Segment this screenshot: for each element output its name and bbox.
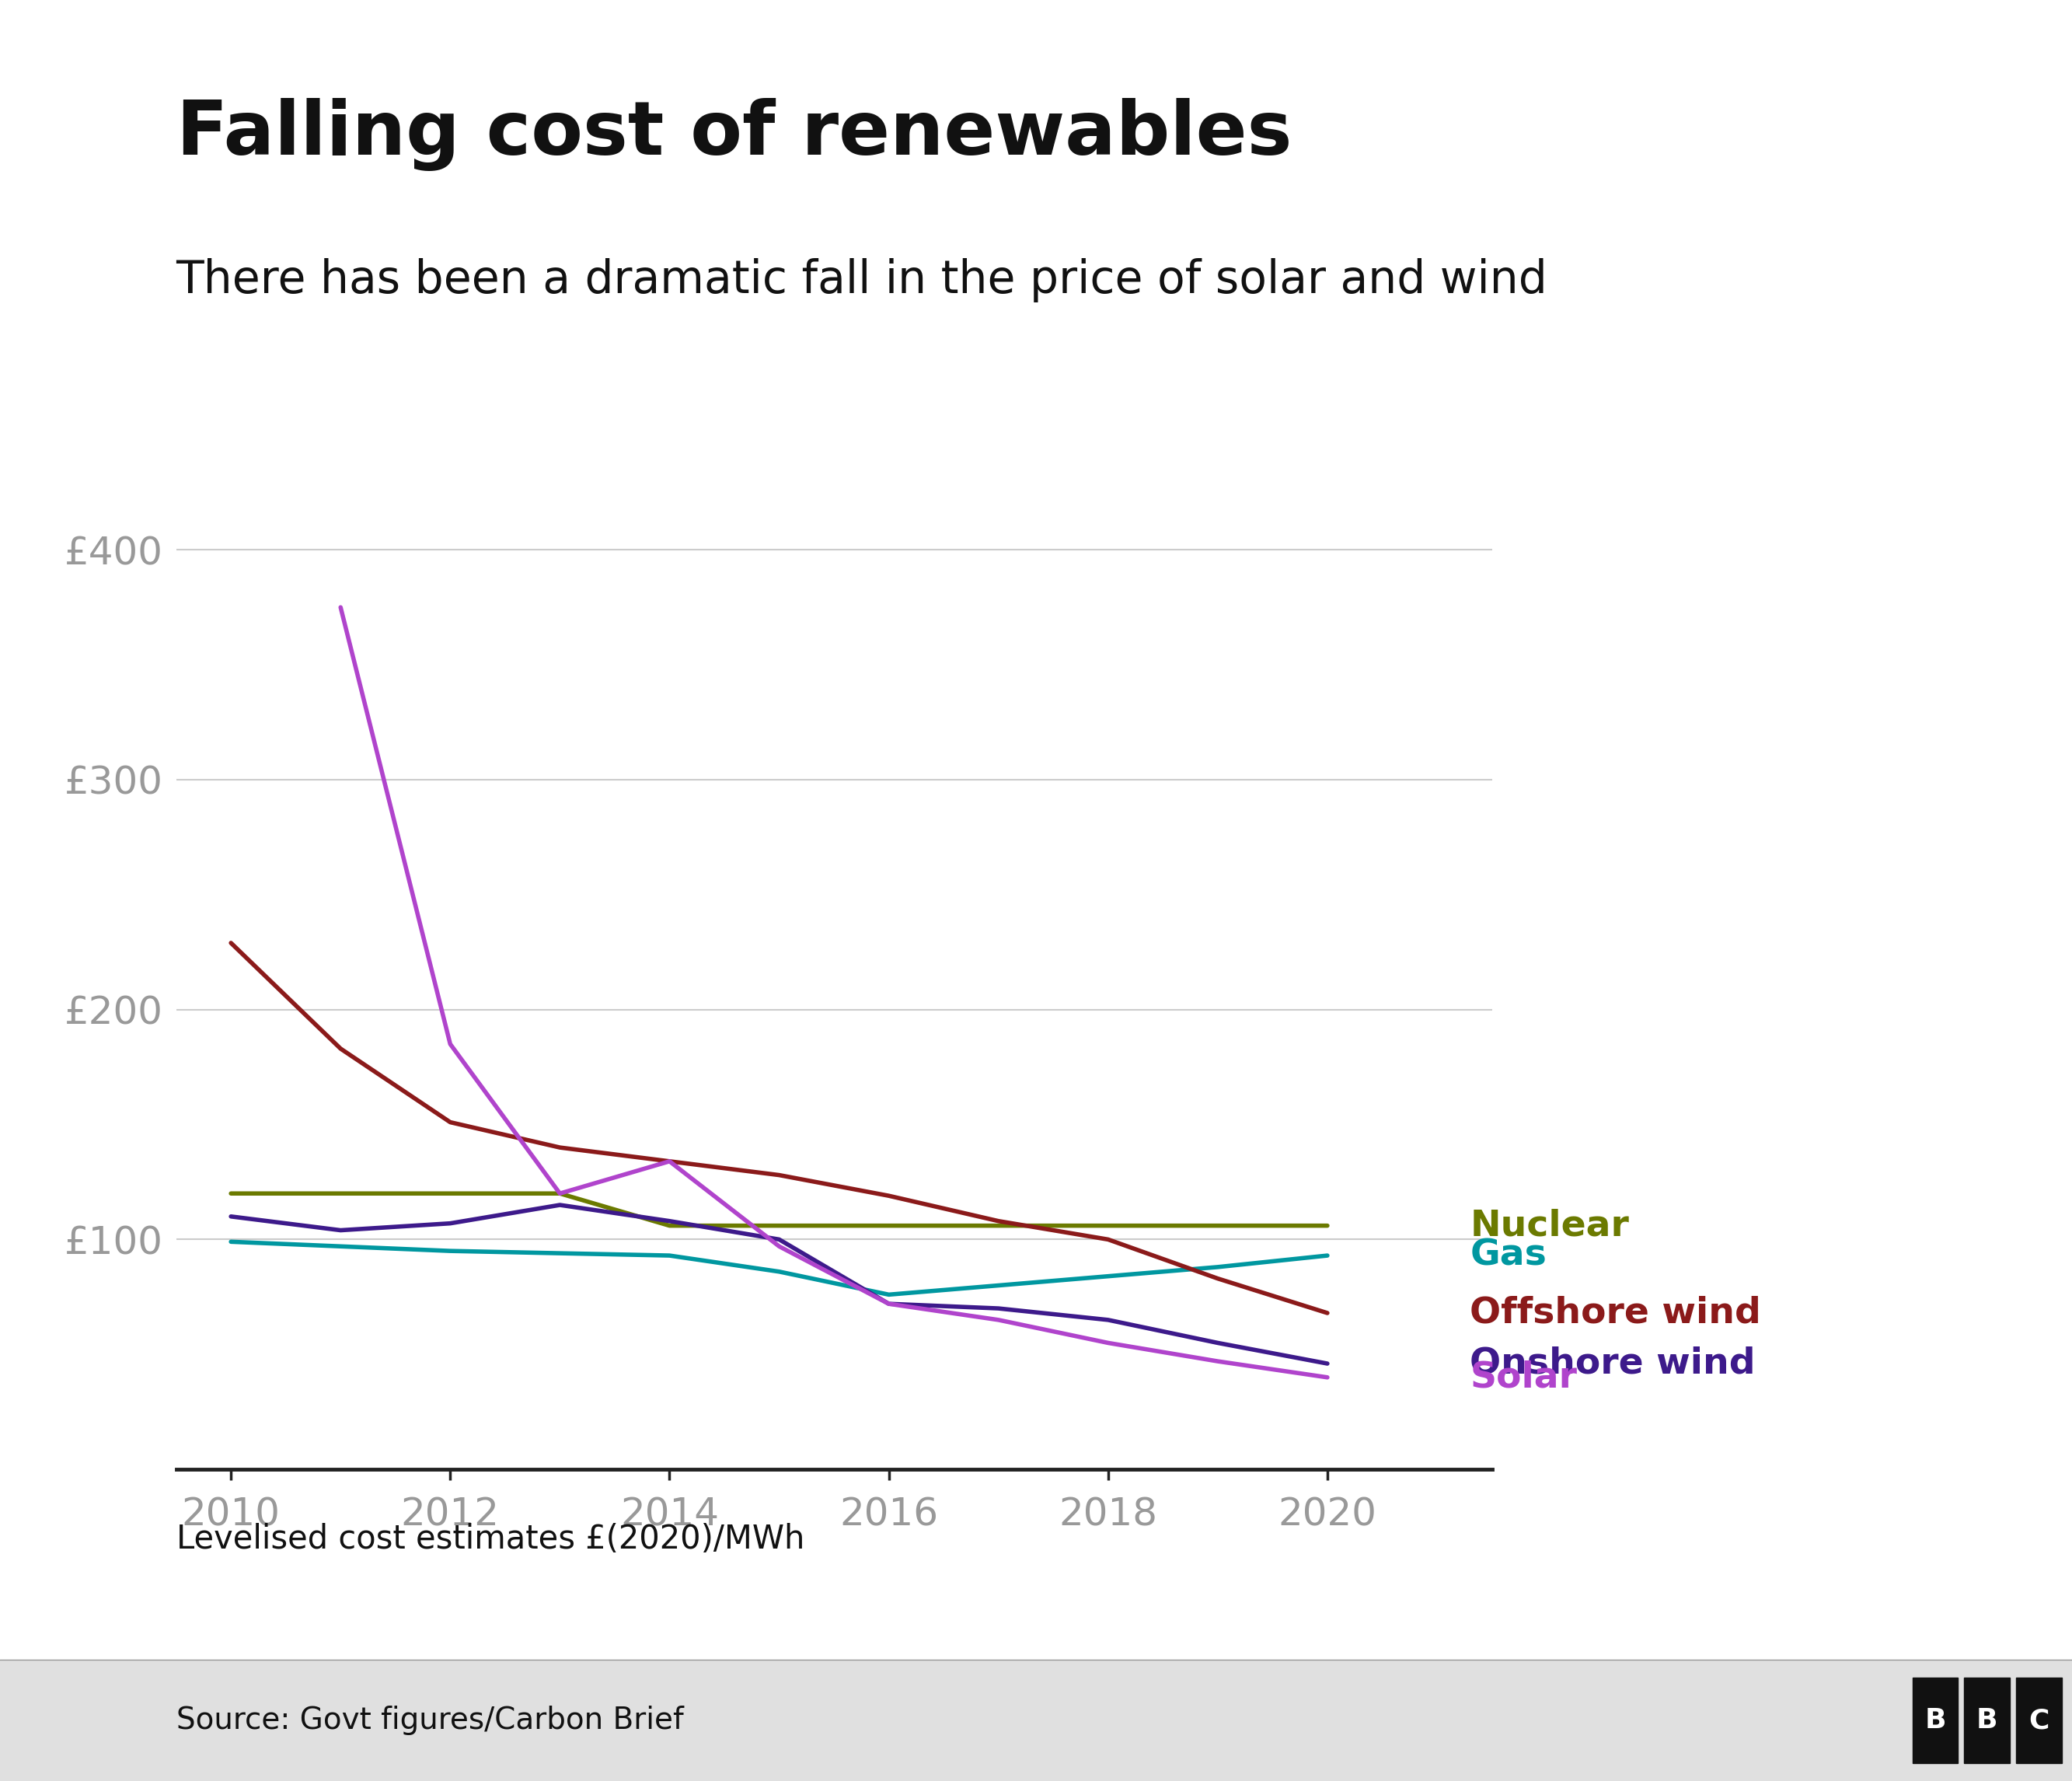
Text: Levelised cost estimates £(2020)/MWh: Levelised cost estimates £(2020)/MWh: [176, 1523, 804, 1555]
Text: C: C: [2028, 1708, 2049, 1733]
Text: Gas: Gas: [1469, 1238, 1548, 1273]
Text: There has been a dramatic fall in the price of solar and wind: There has been a dramatic fall in the pr…: [176, 258, 1548, 303]
Text: Nuclear: Nuclear: [1469, 1208, 1629, 1243]
Text: Solar: Solar: [1469, 1361, 1577, 1395]
Text: B: B: [1925, 1708, 1946, 1733]
Text: Onshore wind: Onshore wind: [1469, 1346, 1755, 1380]
Text: Source: Govt figures/Carbon Brief: Source: Govt figures/Carbon Brief: [176, 1706, 684, 1735]
Text: B: B: [1977, 1708, 1997, 1733]
Text: Falling cost of renewables: Falling cost of renewables: [176, 98, 1291, 171]
Text: Offshore wind: Offshore wind: [1469, 1295, 1761, 1330]
